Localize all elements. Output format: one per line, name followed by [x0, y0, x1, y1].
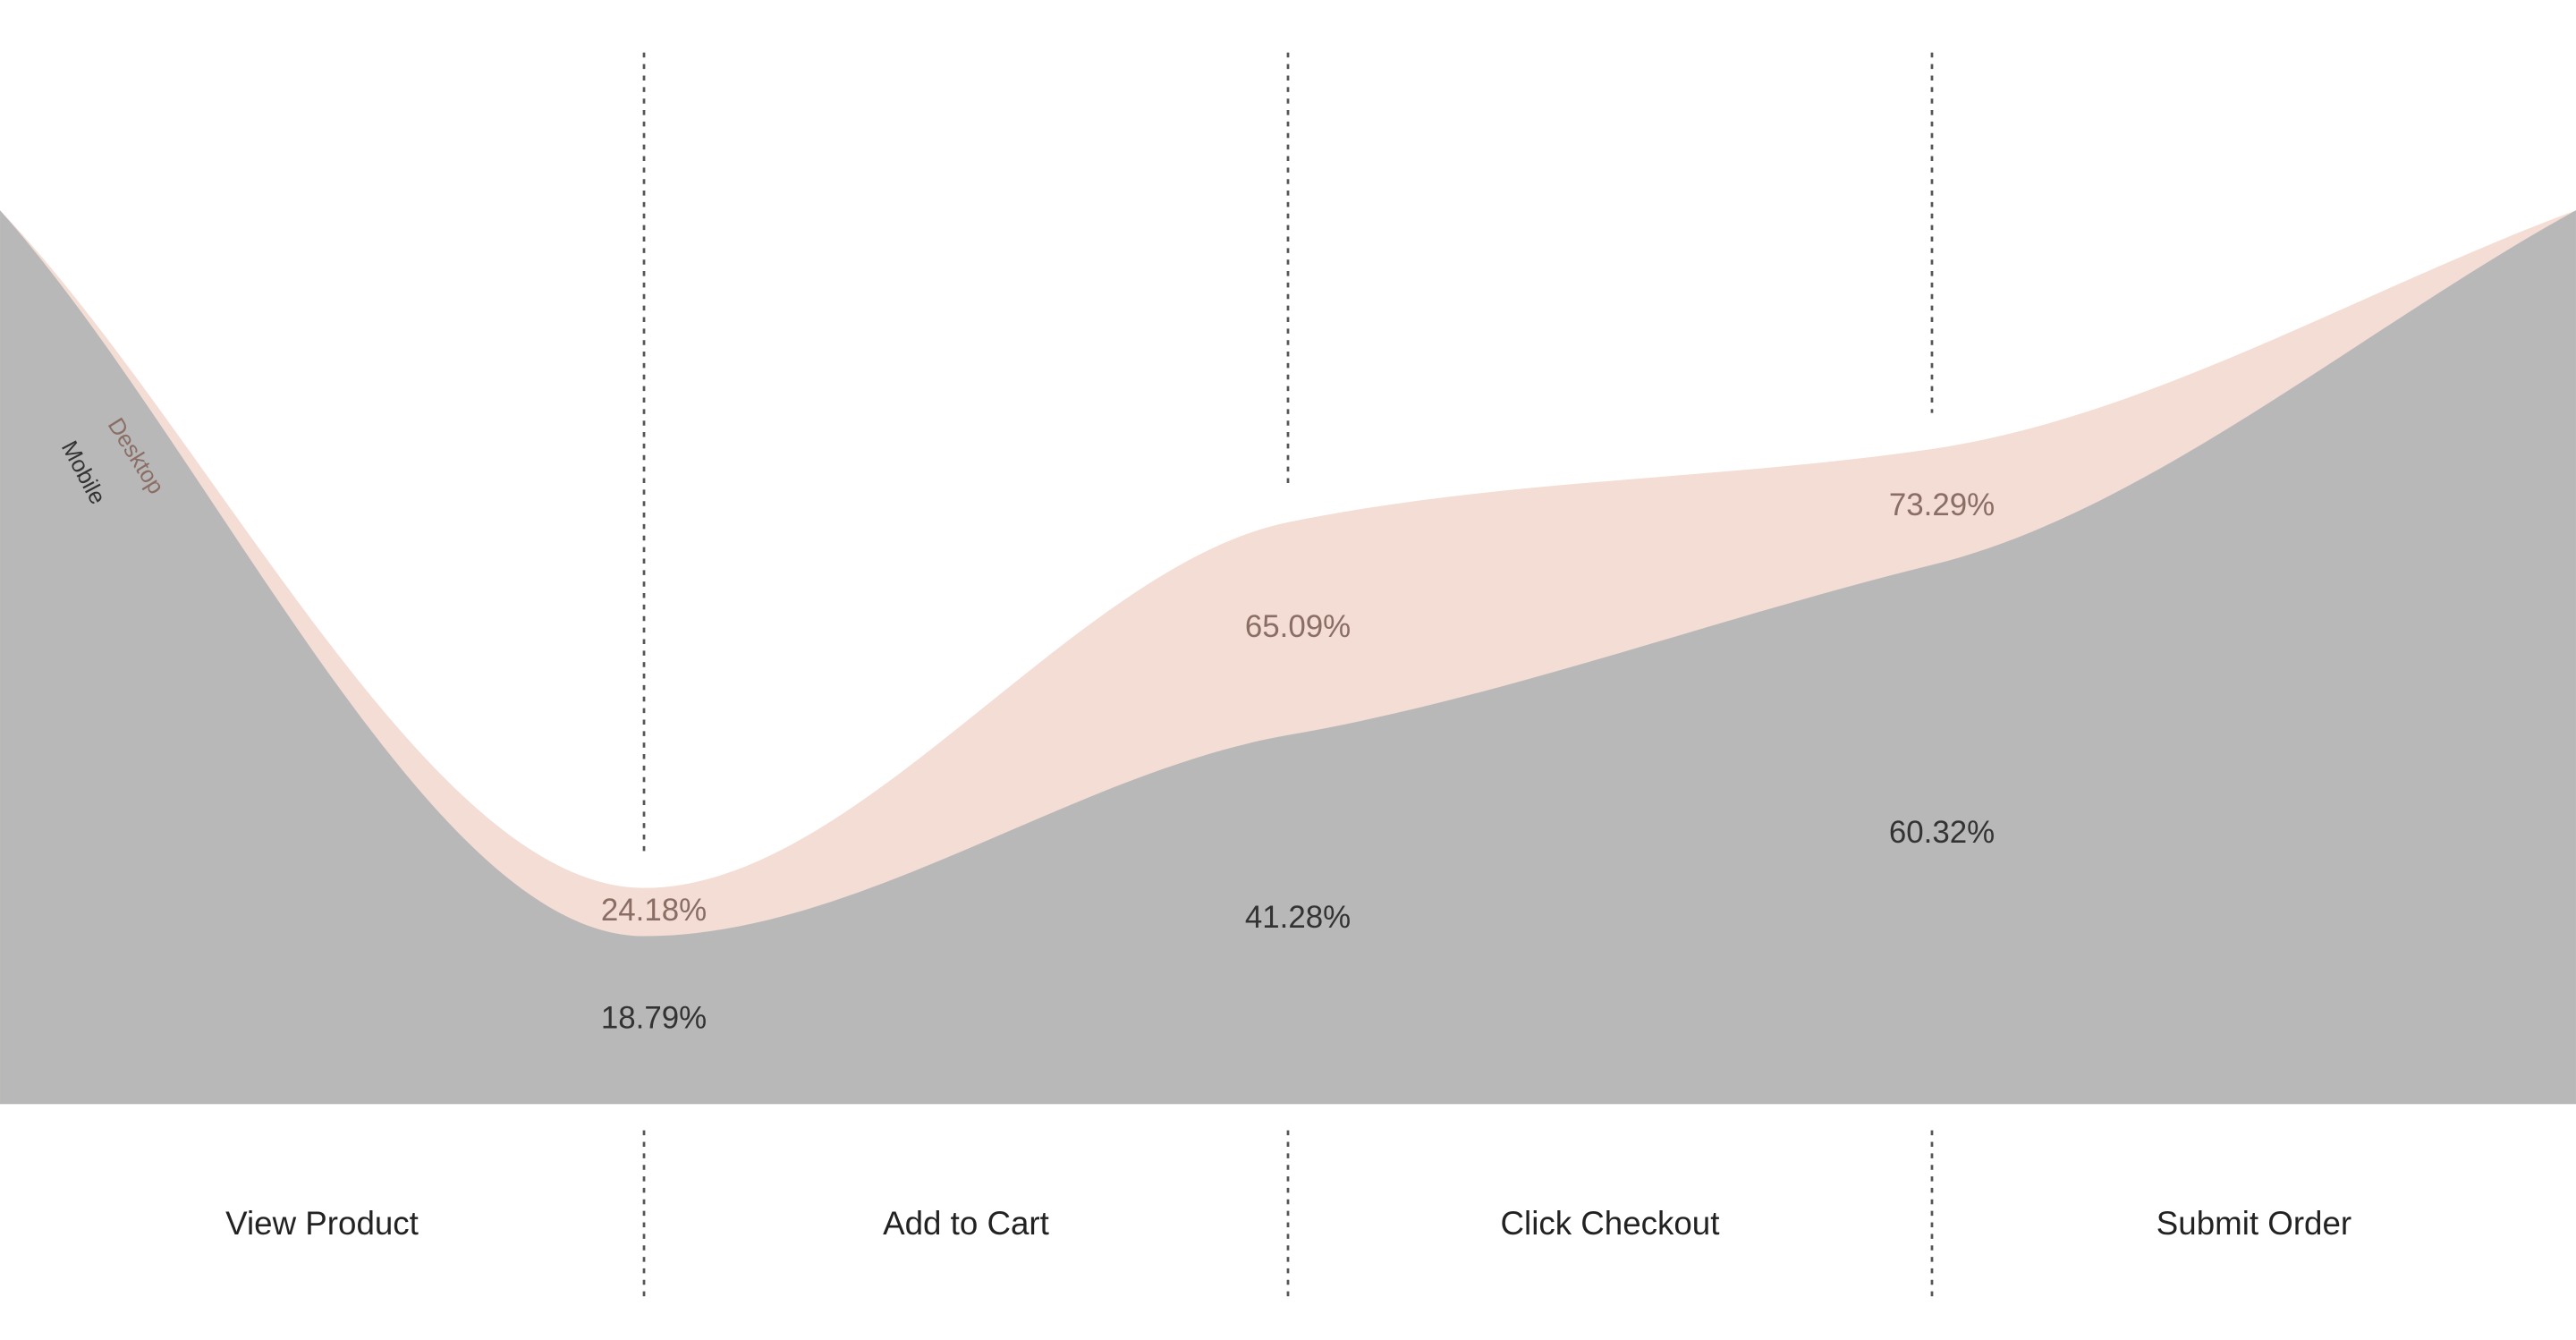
category-label: Submit Order [2157, 1205, 2351, 1242]
category-label: Add to Cart [883, 1205, 1049, 1242]
category-label: View Product [225, 1205, 419, 1242]
value-label: 60.32% [1889, 815, 1995, 850]
value-label: 41.28% [1245, 900, 1351, 935]
value-label: 18.79% [601, 1001, 707, 1036]
area-mobile [0, 210, 2576, 1105]
value-label: 24.18% [601, 893, 707, 928]
value-label: 73.29% [1889, 488, 1995, 522]
category-label: Click Checkout [1501, 1205, 1720, 1242]
value-label: 65.09% [1245, 609, 1351, 644]
